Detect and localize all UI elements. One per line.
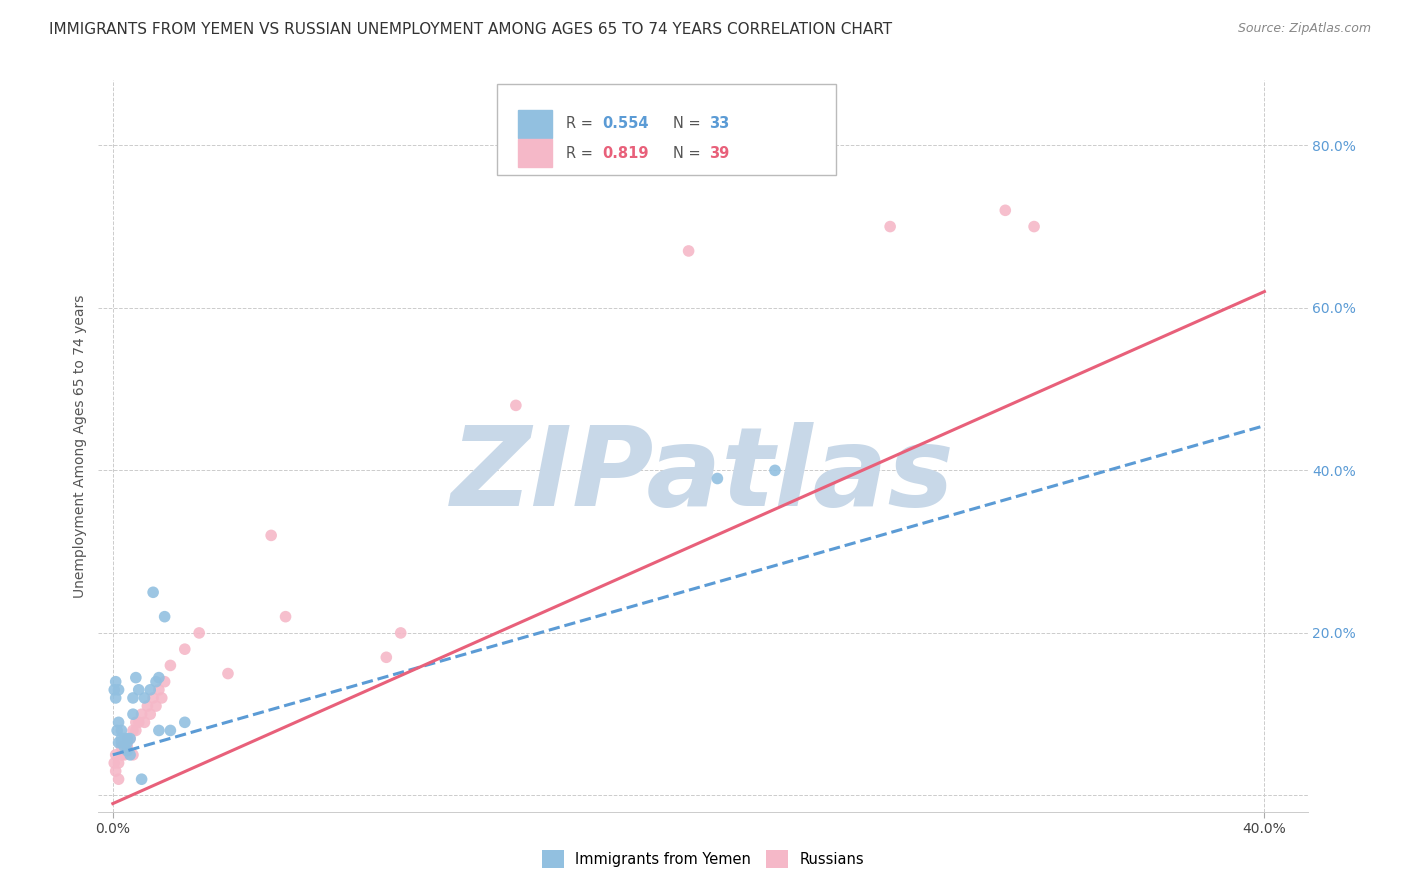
Y-axis label: Unemployment Among Ages 65 to 74 years: Unemployment Among Ages 65 to 74 years (73, 294, 87, 598)
Point (122, 747, 145, 762)
Point (763, 463, 786, 477)
Point (107, 772, 129, 787)
Point (115, 736, 138, 750)
Point (128, 682, 150, 697)
Point (120, 731, 142, 746)
Point (110, 723, 132, 738)
Point (706, 471, 728, 485)
Point (120, 747, 142, 762)
Point (150, 690, 173, 705)
Point (217, 666, 239, 681)
Point (173, 642, 195, 657)
Point (112, 739, 135, 754)
Point (131, 707, 153, 722)
Point (139, 682, 162, 697)
Point (110, 739, 132, 754)
Point (145, 674, 167, 689)
Text: N =: N = (673, 116, 704, 131)
Point (128, 715, 150, 730)
Text: 0.819: 0.819 (603, 145, 650, 161)
Point (122, 707, 145, 722)
Point (678, 244, 700, 258)
Text: IMMIGRANTS FROM YEMEN VS RUSSIAN UNEMPLOYMENT AMONG AGES 65 TO 74 YEARS CORRELAT: IMMIGRANTS FROM YEMEN VS RUSSIAN UNEMPLO… (49, 22, 893, 37)
Point (115, 739, 138, 754)
Point (112, 731, 135, 746)
Text: Source: ZipAtlas.com: Source: ZipAtlas.com (1237, 22, 1371, 36)
Text: 33: 33 (709, 116, 730, 131)
Text: 0.554: 0.554 (603, 116, 650, 131)
Point (110, 731, 132, 746)
Point (107, 715, 129, 730)
Point (104, 764, 127, 778)
Point (107, 756, 129, 770)
Point (148, 671, 170, 685)
Point (112, 739, 135, 754)
Point (153, 674, 176, 689)
Point (274, 609, 297, 624)
Text: R =: R = (567, 145, 598, 161)
Point (136, 699, 159, 714)
Legend: Immigrants from Yemen, Russians: Immigrants from Yemen, Russians (536, 845, 870, 874)
Point (104, 674, 127, 689)
Text: R =: R = (567, 116, 598, 131)
Point (104, 690, 127, 705)
Point (122, 723, 145, 738)
Point (142, 585, 165, 599)
Point (115, 744, 138, 758)
Point (103, 756, 125, 770)
Point (1022, 219, 1045, 234)
Point (122, 690, 145, 705)
Point (104, 747, 127, 762)
Point (120, 731, 142, 746)
Point (879, 219, 901, 234)
FancyBboxPatch shape (517, 139, 553, 168)
Point (112, 747, 135, 762)
Point (159, 723, 181, 738)
Point (115, 731, 138, 746)
Point (188, 626, 211, 640)
Point (125, 723, 148, 738)
Point (159, 658, 181, 673)
Text: ZIPatlas: ZIPatlas (451, 422, 955, 529)
Point (110, 747, 132, 762)
Point (389, 626, 412, 640)
Text: 39: 39 (709, 145, 730, 161)
Point (153, 609, 176, 624)
FancyBboxPatch shape (517, 110, 553, 138)
Point (107, 682, 129, 697)
Point (107, 736, 129, 750)
Point (115, 731, 138, 746)
Point (260, 528, 283, 542)
Point (142, 690, 165, 705)
Point (103, 682, 125, 697)
Point (145, 699, 167, 714)
Point (139, 707, 162, 722)
Point (125, 671, 148, 685)
Point (134, 690, 156, 705)
Point (148, 723, 170, 738)
Point (148, 682, 170, 697)
Point (105, 723, 128, 738)
FancyBboxPatch shape (498, 84, 837, 176)
Point (131, 772, 153, 787)
Point (134, 715, 156, 730)
Point (125, 715, 148, 730)
Point (173, 715, 195, 730)
Point (375, 650, 398, 665)
Point (994, 203, 1017, 218)
Point (110, 736, 132, 750)
Point (505, 398, 527, 412)
Text: N =: N = (673, 145, 704, 161)
